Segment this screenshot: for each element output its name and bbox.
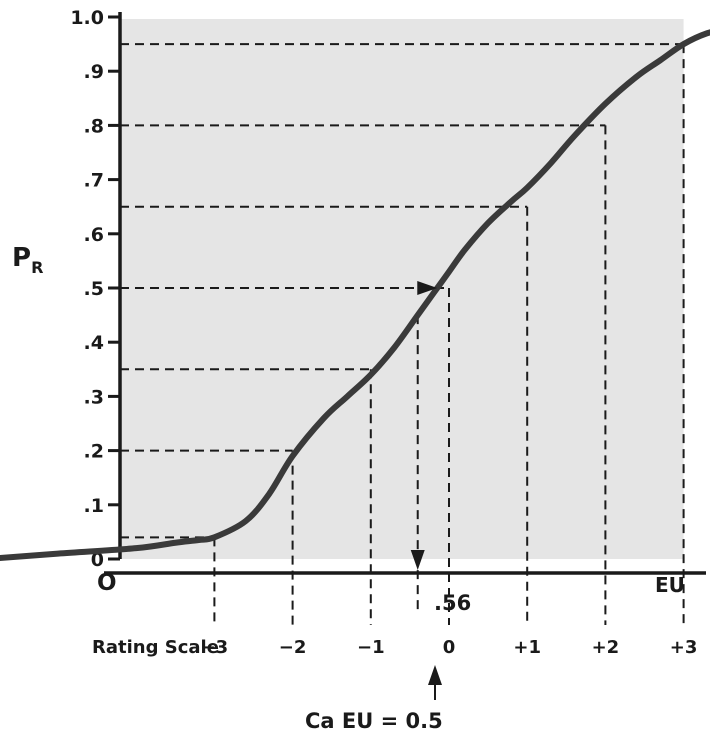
shaded-region — [120, 19, 684, 559]
y-tick-label-4: .4 — [84, 332, 104, 354]
y-axis-label-main: P — [12, 243, 31, 273]
y-tick-label-10: 1.0 — [70, 7, 104, 29]
y-tick-label-0: 0 — [91, 549, 104, 571]
labels: PR EU O Rating Scale .56 Ca EU = 0.5 — [12, 243, 685, 733]
y-axis-label-sub: R — [31, 258, 43, 277]
rating-label-6: +3 — [670, 637, 698, 658]
x-axis-label: EU — [655, 573, 685, 597]
rating-scale-label: Rating Scale — [92, 637, 219, 658]
y-axis-ticks: 0 .1 .2 .3 .4 .5 .6 .7 .8 .9 1.0 — [70, 7, 120, 571]
rating-label-3: 0 — [443, 637, 456, 658]
ca-eu-label: Ca EU = 0.5 — [305, 709, 443, 733]
y-tick-label-9: .9 — [84, 61, 104, 83]
y-tick-label-7: .7 — [84, 170, 104, 192]
arrow-horizontal-head — [417, 281, 438, 295]
rating-label-0: −3 — [201, 637, 229, 658]
arrow-down-head — [410, 550, 425, 570]
origin-label: O — [97, 570, 117, 596]
arrow-up-head — [428, 665, 442, 685]
arrows — [410, 281, 442, 700]
axes — [104, 12, 706, 575]
y-tick-label-2: .2 — [84, 441, 104, 463]
rating-label-5: +2 — [592, 637, 620, 658]
shaded-panel — [120, 19, 684, 559]
y-tick-label-6: .6 — [84, 224, 104, 246]
rating-scale-ticks: −3 −2 −1 0 +1 +2 +3 — [201, 637, 698, 658]
dashed-guides — [120, 43, 685, 625]
rating-label-2: −1 — [357, 637, 385, 658]
y-tick-label-3: .3 — [84, 386, 104, 408]
y-axis-label: PR — [12, 243, 43, 277]
annotation-value: .56 — [434, 591, 471, 615]
y-tick-label-5: .5 — [84, 278, 104, 300]
response-curve — [0, 29, 710, 562]
rating-label-4: +1 — [513, 637, 541, 658]
rating-label-1: −2 — [279, 637, 307, 658]
y-tick-label-8: .8 — [84, 115, 104, 137]
y-tick-label-1: .1 — [84, 495, 104, 517]
